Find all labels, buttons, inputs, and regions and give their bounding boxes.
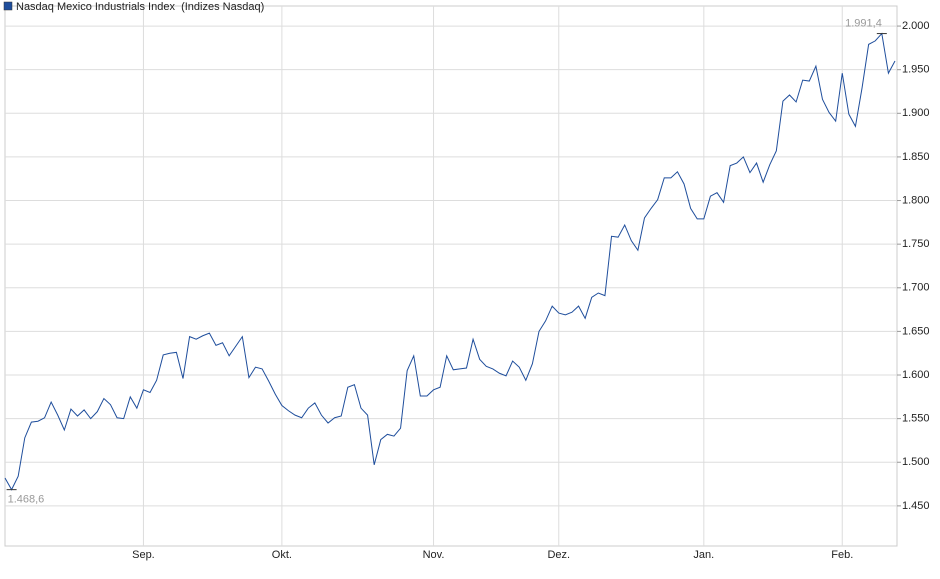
y-tick-label: 1.900: [902, 107, 930, 119]
line-series: [4, 32, 896, 491]
y-tick-label: 1.850: [902, 151, 930, 163]
y-tick-label: 1.950: [902, 64, 930, 76]
value-label: 1.468,6: [8, 494, 45, 506]
x-tick-label: Dez.: [547, 549, 570, 561]
y-tick-label: 1.750: [902, 238, 930, 250]
y-tick-label: 1.700: [902, 282, 930, 294]
y-tick-label: 2.000: [902, 20, 930, 32]
legend-label: Nasdaq Mexico Industrials Index (Indizes…: [16, 1, 264, 13]
x-tick-label: Feb.: [831, 549, 853, 561]
y-tick-label: 1.800: [902, 194, 930, 206]
y-tick-label: 1.650: [902, 325, 930, 337]
y-tick-label: 1.550: [902, 413, 930, 425]
x-tick-label: Sep.: [132, 549, 155, 561]
x-tick-label: Jan.: [693, 549, 714, 561]
x-tick-label: Okt.: [272, 549, 292, 561]
y-tick-label: 1.450: [902, 500, 930, 512]
plot-border: [4, 5, 898, 547]
x-tick-label: Nov.: [423, 549, 445, 561]
legend-swatch: [3, 1, 13, 11]
y-tick-label: 1.600: [902, 369, 930, 381]
value-label: 1.991,4: [845, 17, 882, 29]
y-tick-label: 1.500: [902, 456, 930, 468]
